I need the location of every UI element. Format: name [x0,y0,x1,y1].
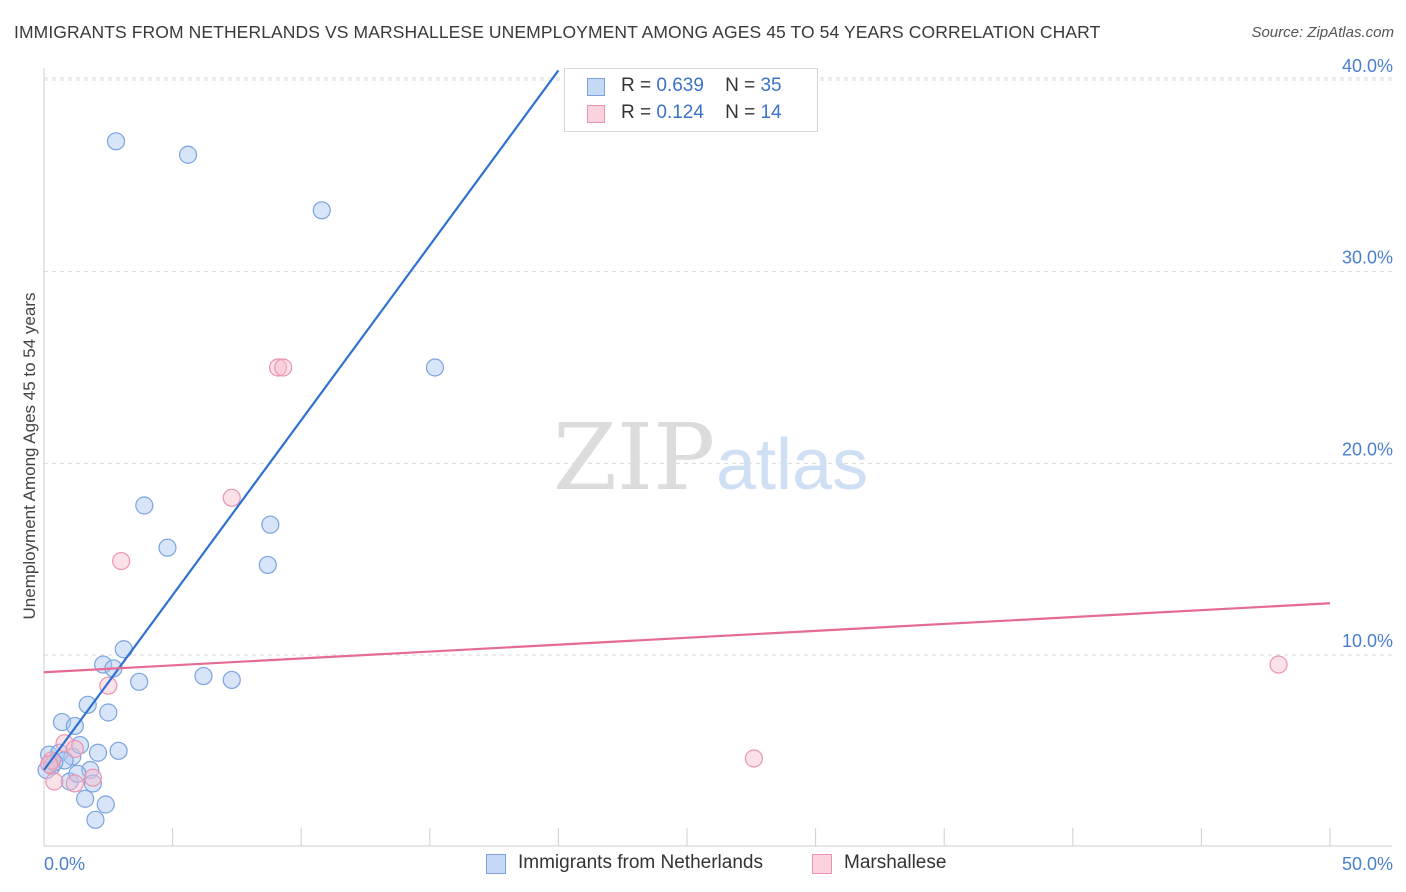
netherlands-point [99,703,118,722]
marshallese-point [83,768,102,787]
netherlands-point [258,555,277,575]
legend-swatch-blue [587,78,605,96]
y-tick-label: 20.0% [1342,439,1393,459]
gridlines [44,77,1392,656]
marshallese-point [222,488,241,507]
y-tick-label: 10.0% [1342,631,1393,651]
bottom-legend-label: Marshallese [844,852,947,873]
legend-r-label: R = [621,75,652,96]
netherlands-point [78,695,97,714]
marshallese-point [744,749,763,768]
marshallese-point [45,772,64,791]
y-tick-label: 40.0% [1342,56,1393,76]
legend-n-label: N = [725,75,756,96]
netherlands-point [109,741,128,760]
netherlands-point [88,743,108,762]
netherlands-point [130,672,149,691]
netherlands-point [96,795,115,814]
source-credit: Source: ZipAtlas.com [1251,24,1394,41]
watermark-atlas: atlas [716,425,868,505]
marshallese-point [1269,655,1288,674]
netherlands-point [194,666,213,686]
legend-r-label: R = [621,102,652,123]
marshallese-point [65,739,84,759]
marshallese-point [274,358,293,377]
legend-r-value: 0.124 [656,102,704,123]
netherlands-point [425,358,445,377]
legend-r-value: 0.639 [656,75,704,96]
tick-labels: 10.0% 20.0% 30.0% 40.0% 0.0% 50.0% [44,56,1393,874]
legend-swatch-pink [587,105,605,123]
netherlands-point [76,789,95,808]
netherlands-point [312,201,331,220]
bottom-legend-swatch-blue [486,854,506,874]
legend-n-value: 35 [760,75,782,96]
watermark-zip: ZIP [553,404,715,511]
netherlands-point [178,145,198,164]
watermark: ZIP atlas [553,404,868,511]
netherlands-point [158,538,177,557]
marshallese-trend-line [43,602,1331,674]
trend-lines [43,69,1331,771]
netherlands-trend-line [43,69,560,771]
marshallese-point [268,358,288,377]
netherlands-point [86,810,105,829]
marshallese-point [65,774,84,793]
bottom-legend-swatch-pink [812,854,832,874]
netherlands-point [106,132,126,151]
legend-n-label: N = [725,102,756,123]
netherlands-point [135,496,154,515]
marshallese-point [112,551,131,571]
legend-n-value: 14 [760,102,782,123]
x-tick-label: 50.0% [1342,854,1393,874]
chart-title: IMMIGRANTS FROM NETHERLANDS VS MARSHALLE… [14,22,1101,42]
netherlands-point [83,774,102,793]
netherlands-point [222,670,241,690]
y-tick-label: 30.0% [1342,248,1393,268]
bottom-legend-label: Immigrants from Netherlands [518,852,763,873]
axes [43,68,1392,847]
netherlands-point [261,515,280,534]
x-tick-label: 0.0% [44,854,85,874]
correlation-legend: R = 0.639 N = 35 R = 0.124 N = 14 [564,68,818,132]
